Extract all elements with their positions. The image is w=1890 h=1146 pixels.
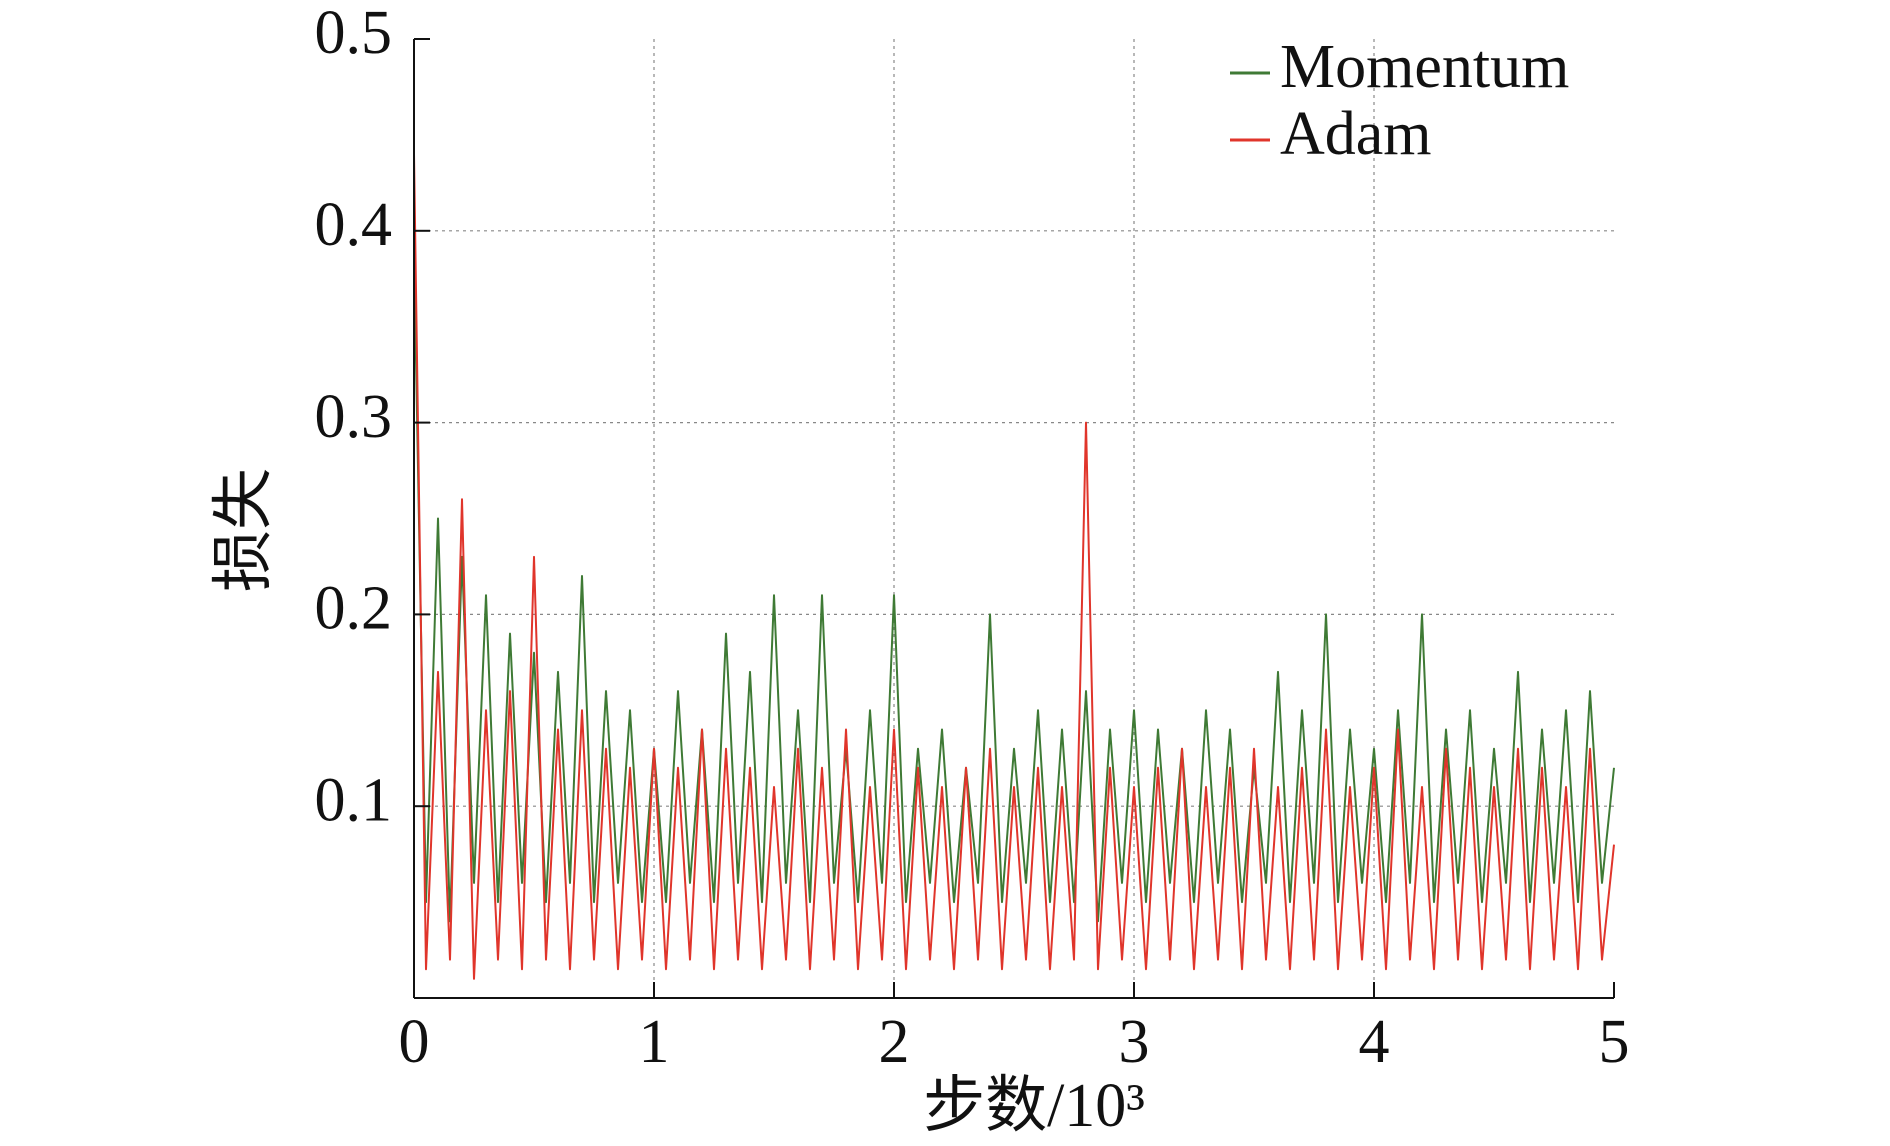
y-tick-label: 0.4 — [315, 191, 393, 259]
y-tick-label: 0.3 — [315, 383, 393, 451]
y-tick-label: 0.1 — [315, 766, 393, 834]
series-line — [413, 249, 1615, 923]
y-tick-label: 0.2 — [315, 575, 393, 643]
x-axis-label: 步数/10³ — [923, 1072, 1145, 1140]
x-tick-label: 1 — [639, 1008, 670, 1076]
x-tick-label: 5 — [1599, 1008, 1630, 1076]
legend-label: Momentum — [1280, 33, 1569, 101]
x-tick-label: 2 — [879, 1008, 910, 1076]
y-tick-label: 0.5 — [315, 0, 393, 67]
x-tick-label: 0 — [399, 1008, 430, 1076]
legend-label: Adam — [1280, 100, 1432, 168]
series-line — [413, 154, 1615, 980]
x-tick-label: 4 — [1359, 1008, 1390, 1076]
x-tick-label: 3 — [1119, 1008, 1150, 1076]
y-axis-label: 损失 — [210, 468, 278, 592]
